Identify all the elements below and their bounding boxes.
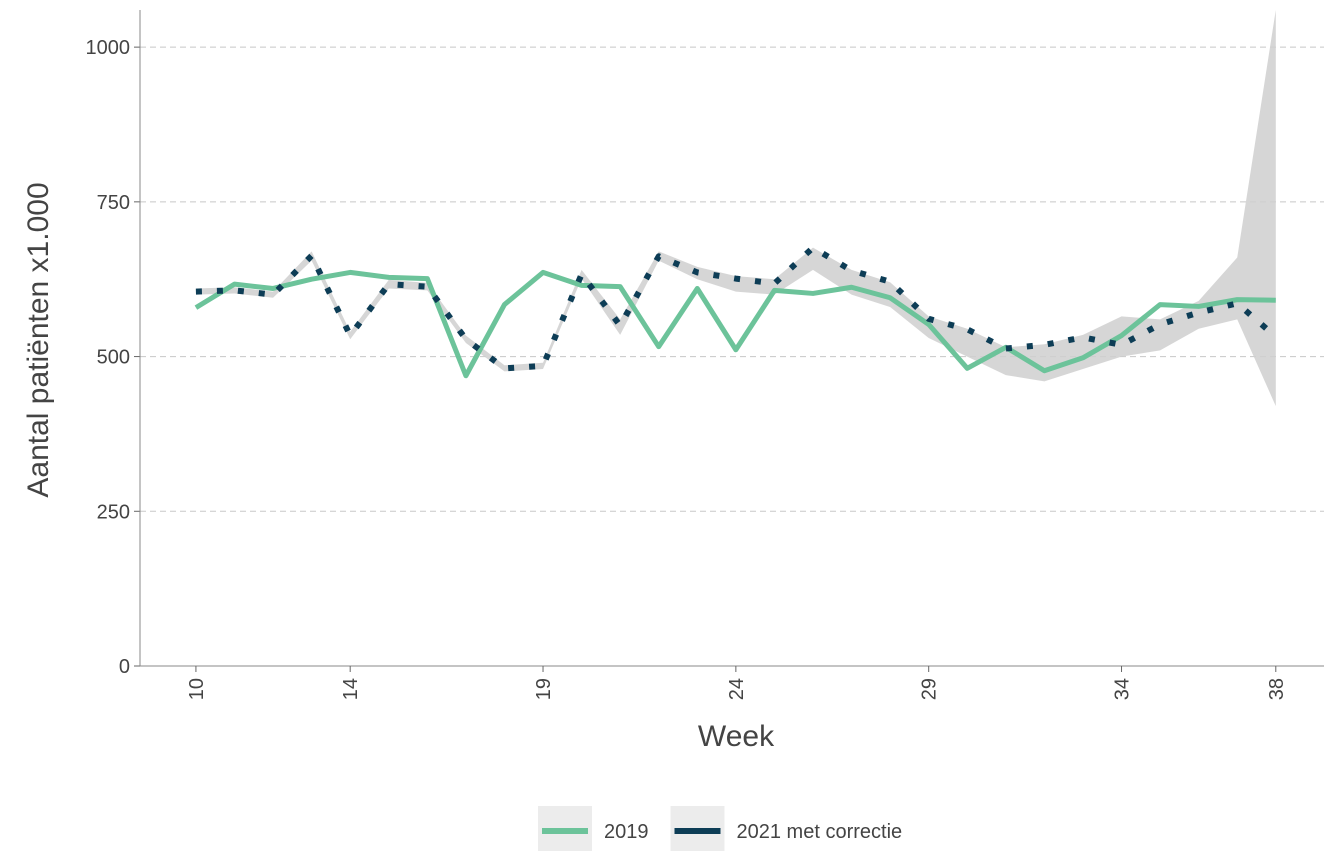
y-tick-label: 750 [97, 192, 130, 214]
y-tick-label: 250 [97, 501, 130, 523]
x-tick-label: 38 [1266, 678, 1288, 700]
legend-label: 2019 [604, 821, 649, 843]
legend: 2019 2021 met correctie [538, 806, 902, 851]
y-tick-label: 1000 [86, 37, 131, 59]
x-axis-title: Week [698, 720, 775, 753]
x-tick-label: 24 [726, 678, 748, 700]
y-axis-title: Aantal patiënten x1.000 [22, 182, 55, 497]
x-tick-label: 29 [919, 678, 941, 700]
y-tick-label: 0 [119, 656, 130, 678]
x-tick-label: 14 [340, 678, 362, 700]
x-tick-label: 10 [186, 678, 208, 700]
series-line [194, 269, 1276, 379]
x-tick-label: 19 [533, 678, 555, 700]
y-tick-label: 500 [97, 347, 130, 369]
series-line [195, 244, 1278, 372]
x-tick-label: 34 [1112, 678, 1134, 700]
legend-label: 2021 met correctie [737, 821, 903, 843]
